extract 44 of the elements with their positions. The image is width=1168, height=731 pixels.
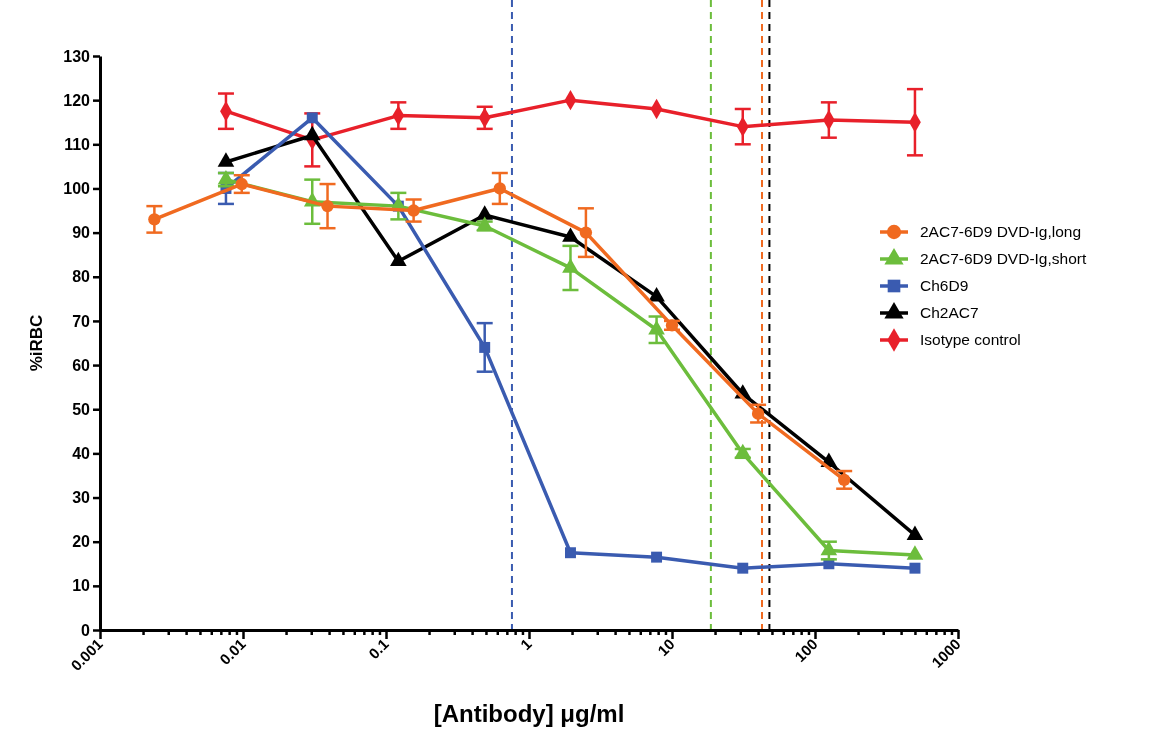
y-tick-label: 50 <box>72 400 91 418</box>
legend-label: Ch6D9 <box>920 277 969 294</box>
y-tick-label: 70 <box>72 312 91 330</box>
point <box>651 551 663 563</box>
y-tick-label: 90 <box>72 224 91 242</box>
point <box>906 525 924 540</box>
point <box>476 216 494 231</box>
point <box>303 125 321 141</box>
y-tick-label: 100 <box>63 180 91 198</box>
point <box>390 251 407 267</box>
x-tick-label: 1 <box>516 635 535 654</box>
y-tick-label: 60 <box>72 356 91 374</box>
point <box>648 320 665 335</box>
point <box>306 112 318 124</box>
y-tick-label: 30 <box>72 489 91 507</box>
legend-label: 2AC7-6D9 DVD-Ig,short <box>920 250 1087 267</box>
point <box>906 545 924 560</box>
x-tick-label: 10 <box>653 635 678 660</box>
x-tick-label: 100 <box>791 635 821 665</box>
point <box>909 562 921 574</box>
y-tick-label: 110 <box>64 135 91 153</box>
legend-label: Isotype control <box>920 331 1021 348</box>
point <box>562 227 579 242</box>
point <box>562 258 579 273</box>
y-tick-label: 10 <box>72 577 91 595</box>
y-axis-title: %iRBC <box>27 314 46 372</box>
legend-label: Ch2AC7 <box>920 304 979 321</box>
y-tick-label: 0 <box>81 621 91 639</box>
y-tick-label: 20 <box>72 533 91 551</box>
point <box>217 152 235 167</box>
point <box>565 547 576 559</box>
point <box>476 205 494 220</box>
y-tick-label: 40 <box>72 445 91 462</box>
y-tick-label: 130 <box>63 47 91 65</box>
point <box>648 287 665 302</box>
y-tick-label: 120 <box>63 91 91 109</box>
x-tick-label: 0.1 <box>365 635 392 663</box>
x-axis-title: [Antibody] μg/ml <box>433 700 625 727</box>
point <box>737 562 749 574</box>
y-tick-label: 80 <box>72 268 91 286</box>
x-tick-label: 0.01 <box>216 635 249 668</box>
point <box>479 341 491 353</box>
point <box>734 443 752 459</box>
legend-label: 2AC7-6D9 DVD-Ig,long <box>920 223 1082 240</box>
